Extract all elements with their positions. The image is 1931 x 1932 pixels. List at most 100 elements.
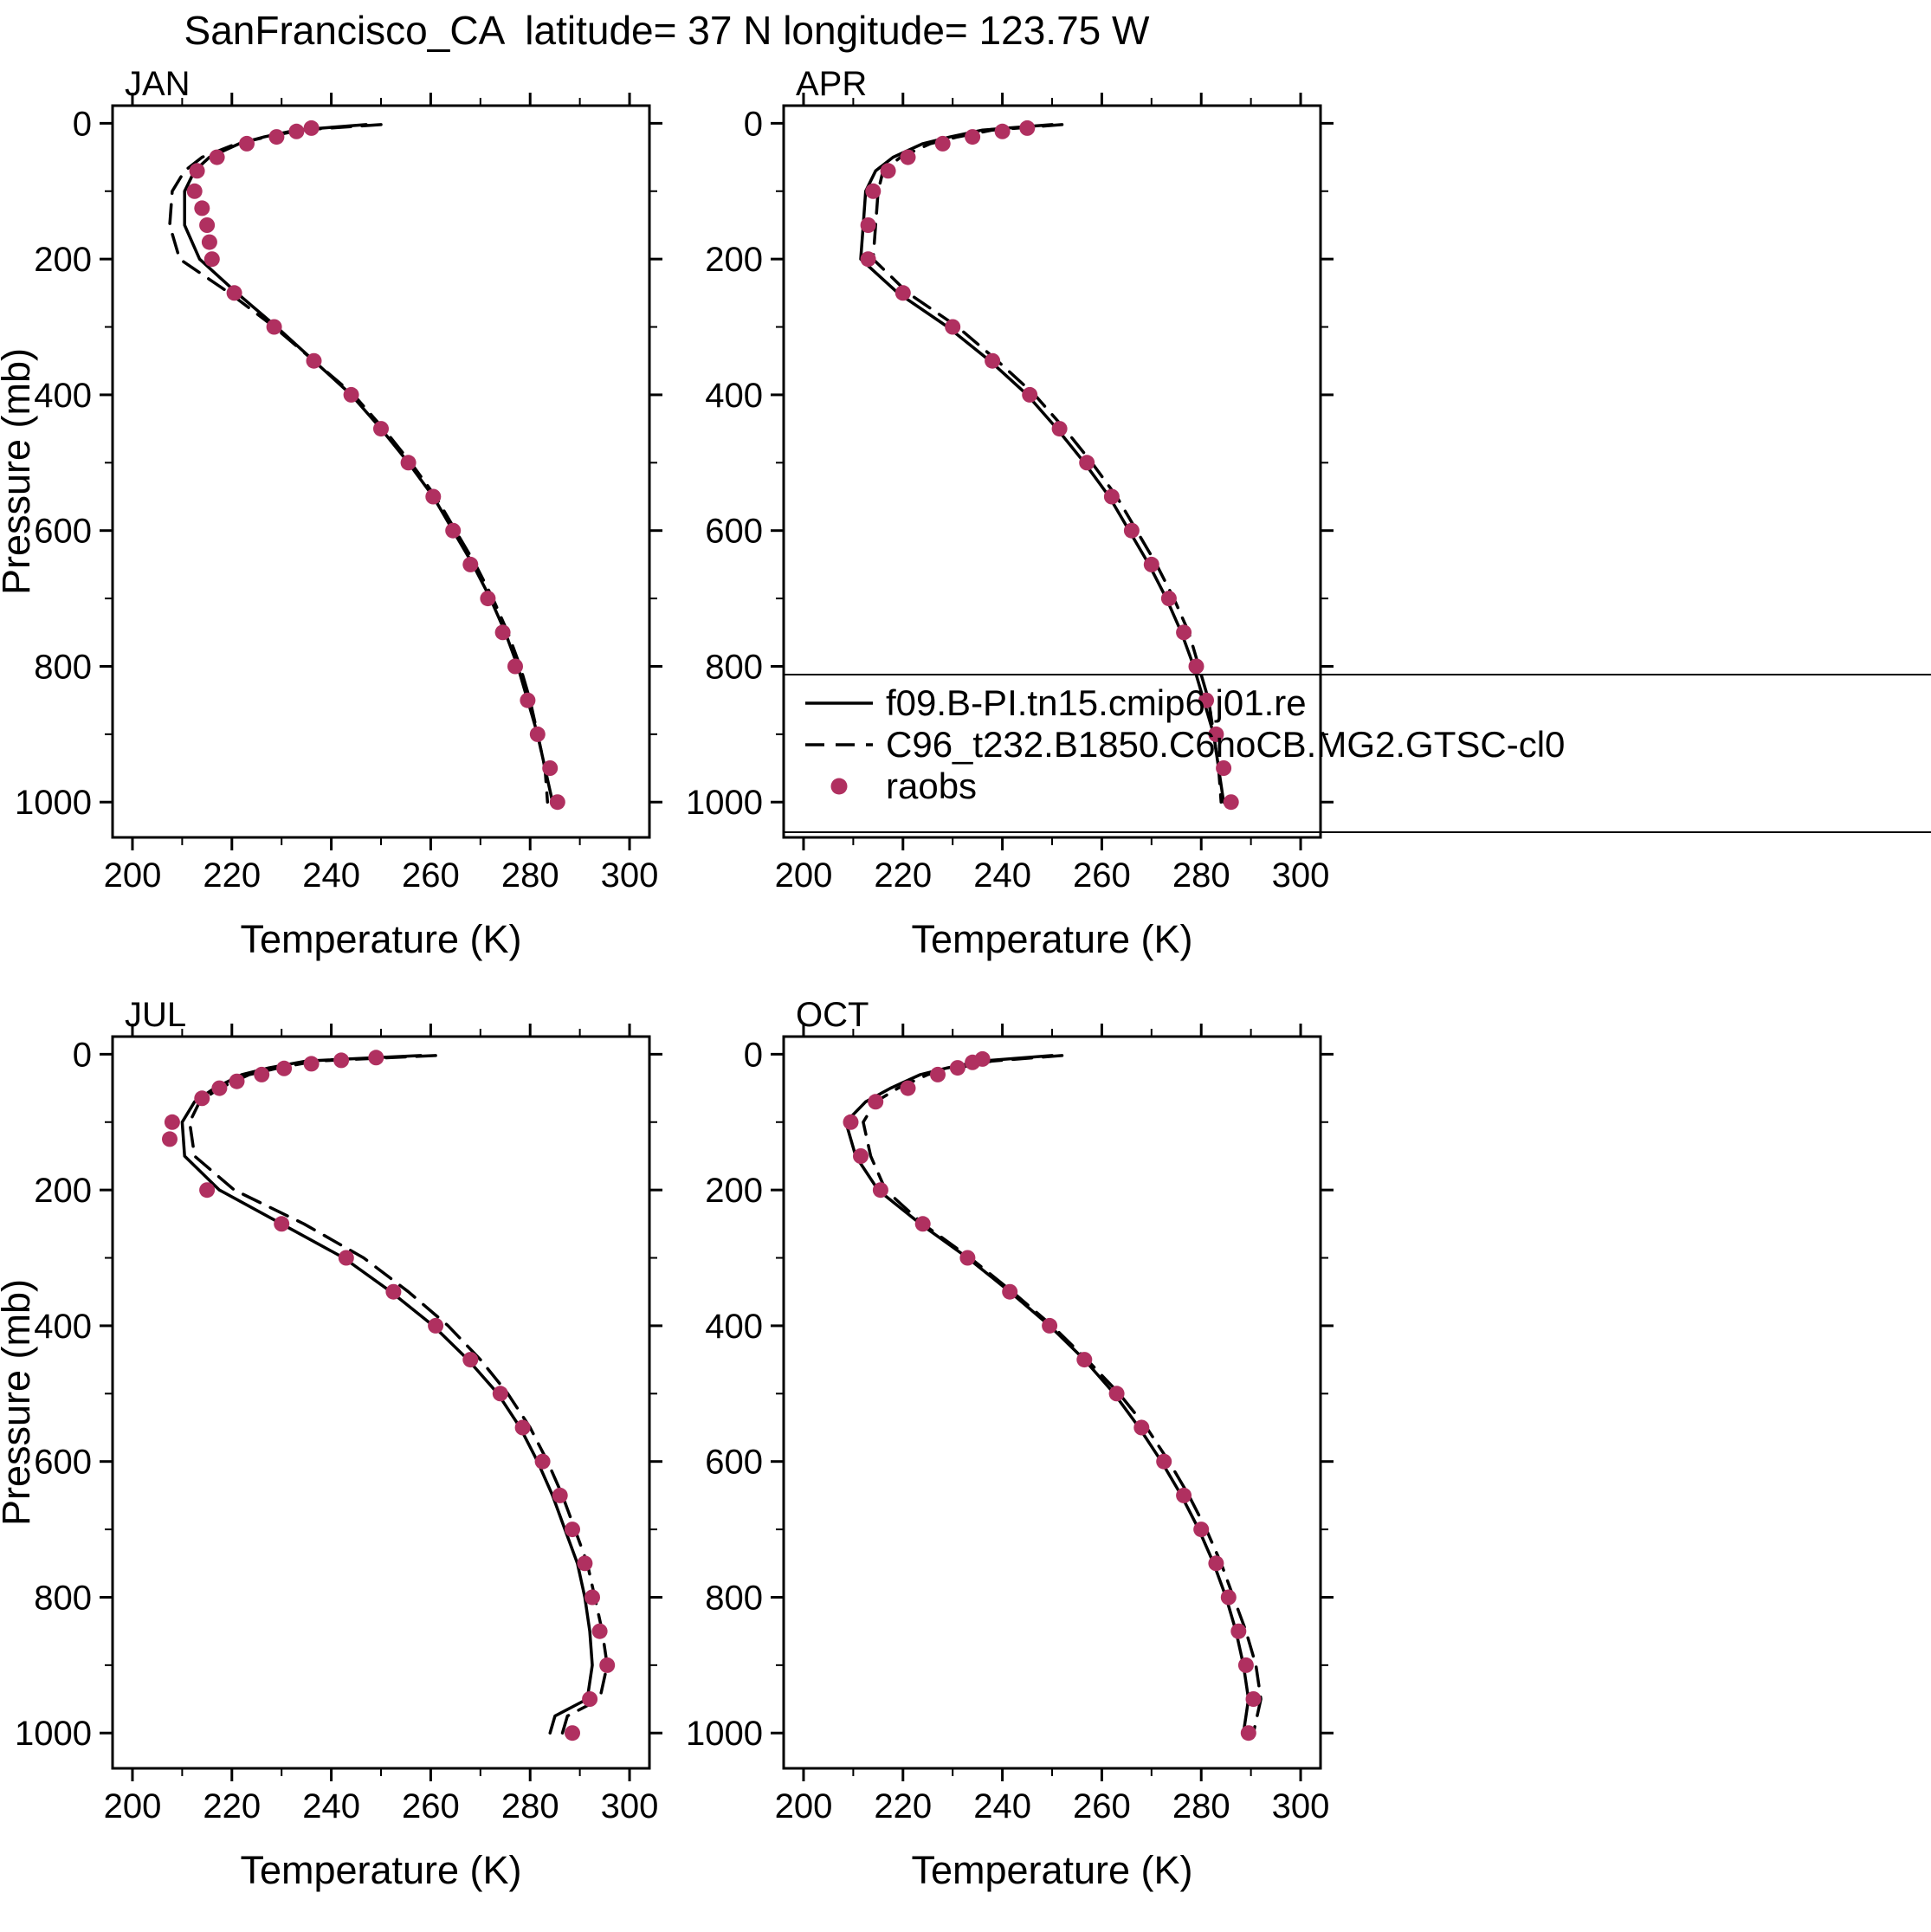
raobs-dot [542, 760, 559, 776]
y-tick-label: 200 [705, 1172, 763, 1210]
series-dashed-line [862, 1054, 1263, 1735]
raobs-dot [1051, 421, 1068, 437]
raobs-dot [274, 1216, 290, 1232]
raobs-dot [534, 1453, 551, 1470]
raobs-dot [880, 163, 896, 179]
y-tick-label: 1000 [686, 1715, 763, 1753]
panel-label: JAN [125, 65, 191, 103]
raobs-dot [872, 1182, 888, 1199]
legend-label: C96_t232.B1850.C6noCB.MG2.GTSC-cl0 [886, 724, 1565, 765]
raobs-dot [599, 1657, 616, 1673]
raobs-dot [199, 217, 216, 233]
raobs-dot [303, 120, 320, 136]
y-tick-label: 1000 [686, 784, 763, 822]
panel-oct: OCT 200 220 240 260 280 300 0 200 400 600 800 1000 Te… [675, 992, 1931, 1922]
raobs-dot [549, 794, 565, 811]
series-dashed-line [188, 1054, 609, 1735]
raobs-dot [552, 1487, 568, 1503]
raobs-dot [226, 285, 242, 301]
raobs-dot [480, 591, 496, 607]
series-solid-line [180, 1054, 594, 1735]
raobs-dot [1237, 1657, 1254, 1673]
raobs-dot [565, 1725, 580, 1741]
raobs-dot [930, 1066, 946, 1082]
series-raobs-dots [860, 120, 1239, 811]
raobs-dot [276, 1060, 293, 1076]
panel-label: OCT [796, 996, 869, 1034]
raobs-dot [303, 1056, 320, 1072]
y-tick-label: 600 [705, 1444, 763, 1482]
y-tick-label: 1000 [15, 784, 92, 822]
raobs-dot [186, 183, 203, 199]
raobs-dot [1240, 1725, 1256, 1741]
raobs-dot [199, 1182, 216, 1199]
raobs-dot [959, 1250, 976, 1266]
x-axis-label: Temperature (K) [240, 917, 521, 961]
raobs-dot [164, 1114, 180, 1130]
raobs-dot [965, 1054, 981, 1070]
raobs-dot [591, 1623, 608, 1639]
raobs-dot [428, 1317, 444, 1334]
x-tick-label: 240 [973, 1787, 1031, 1825]
x-tick-label: 220 [874, 856, 932, 895]
raobs-dot [894, 285, 911, 301]
y-tick-label: 0 [744, 1036, 763, 1074]
raobs-dot [288, 123, 305, 139]
raobs-dot [1216, 760, 1232, 776]
y-tick-label: 400 [34, 377, 92, 415]
raobs-dot [400, 455, 417, 471]
series-solid-line [183, 123, 554, 804]
raobs-dot [492, 1386, 508, 1402]
x-axis-label: Temperature (K) [240, 1848, 521, 1892]
raobs-dot [425, 488, 442, 505]
raobs-dot [1156, 1453, 1172, 1470]
raobs-dot [1143, 556, 1159, 572]
raobs-dot [945, 319, 961, 335]
y-tick-label: 400 [705, 1308, 763, 1346]
raobs-dot [201, 234, 217, 250]
panel-apr-chart: APR 200 220 240 260 280 300 0 200 400 600 800 1000 Te… [686, 65, 1931, 961]
panel-label: APR [796, 65, 867, 103]
raobs-dot [914, 1216, 931, 1232]
panel-jul: JUL 200 220 240 260 280 300 0 200 400 600 800 1000 Te… [0, 992, 675, 1922]
raobs-dot [462, 1352, 479, 1368]
panel-oct-chart: OCT 200 220 240 260 280 300 0 200 400 600 800 1000 Te… [686, 996, 1334, 1892]
panel-jan-chart: JAN 200 220 240 260 280 300 0 200 400 600 800 1000 Te… [0, 65, 662, 961]
series-solid-line [844, 1054, 1250, 1735]
y-tick-label: 800 [34, 648, 92, 686]
y-tick-label: 200 [705, 241, 763, 279]
legend-dot-sample [830, 778, 848, 795]
raobs-dot [373, 421, 389, 437]
raobs-dot [1188, 658, 1204, 675]
raobs-dot [306, 352, 322, 369]
raobs-dot [1193, 1522, 1210, 1538]
raobs-dot [507, 658, 523, 675]
raobs-dot [194, 200, 210, 216]
plot-frame [111, 104, 651, 839]
legend-label: f09.B-PI.tn15.cmip6.j01.re [886, 682, 1307, 723]
raobs-dot [268, 129, 285, 145]
raobs-dot [229, 1073, 245, 1089]
x-tick-label: 300 [1272, 856, 1330, 895]
raobs-dot [965, 129, 981, 145]
y-tick-label: 1000 [15, 1715, 92, 1753]
raobs-dot [203, 251, 220, 268]
panel-jan: JAN 200 220 240 260 280 300 0 200 400 600 800 1000 Te… [0, 61, 675, 992]
x-tick-label: 200 [775, 1787, 833, 1825]
raobs-dot [934, 135, 951, 152]
raobs-dot [985, 352, 1001, 369]
x-tick-label: 220 [203, 1787, 261, 1825]
x-tick-label: 200 [104, 1787, 162, 1825]
x-tick-label: 280 [1172, 856, 1230, 895]
x-tick-label: 200 [775, 856, 833, 895]
panel-apr: APR 200 220 240 260 280 300 0 200 400 600 800 1000 Te… [675, 61, 1931, 992]
raobs-dot [843, 1114, 859, 1130]
raobs-dot [333, 1052, 350, 1069]
y-axis-label: Pressure (mb) [0, 1279, 38, 1526]
raobs-dot [494, 624, 511, 641]
x-tick-label: 240 [973, 856, 1031, 895]
raobs-dot [1220, 1589, 1237, 1606]
y-tick-label: 200 [34, 1172, 92, 1210]
raobs-dot [949, 1060, 966, 1076]
raobs-dot [865, 183, 882, 199]
